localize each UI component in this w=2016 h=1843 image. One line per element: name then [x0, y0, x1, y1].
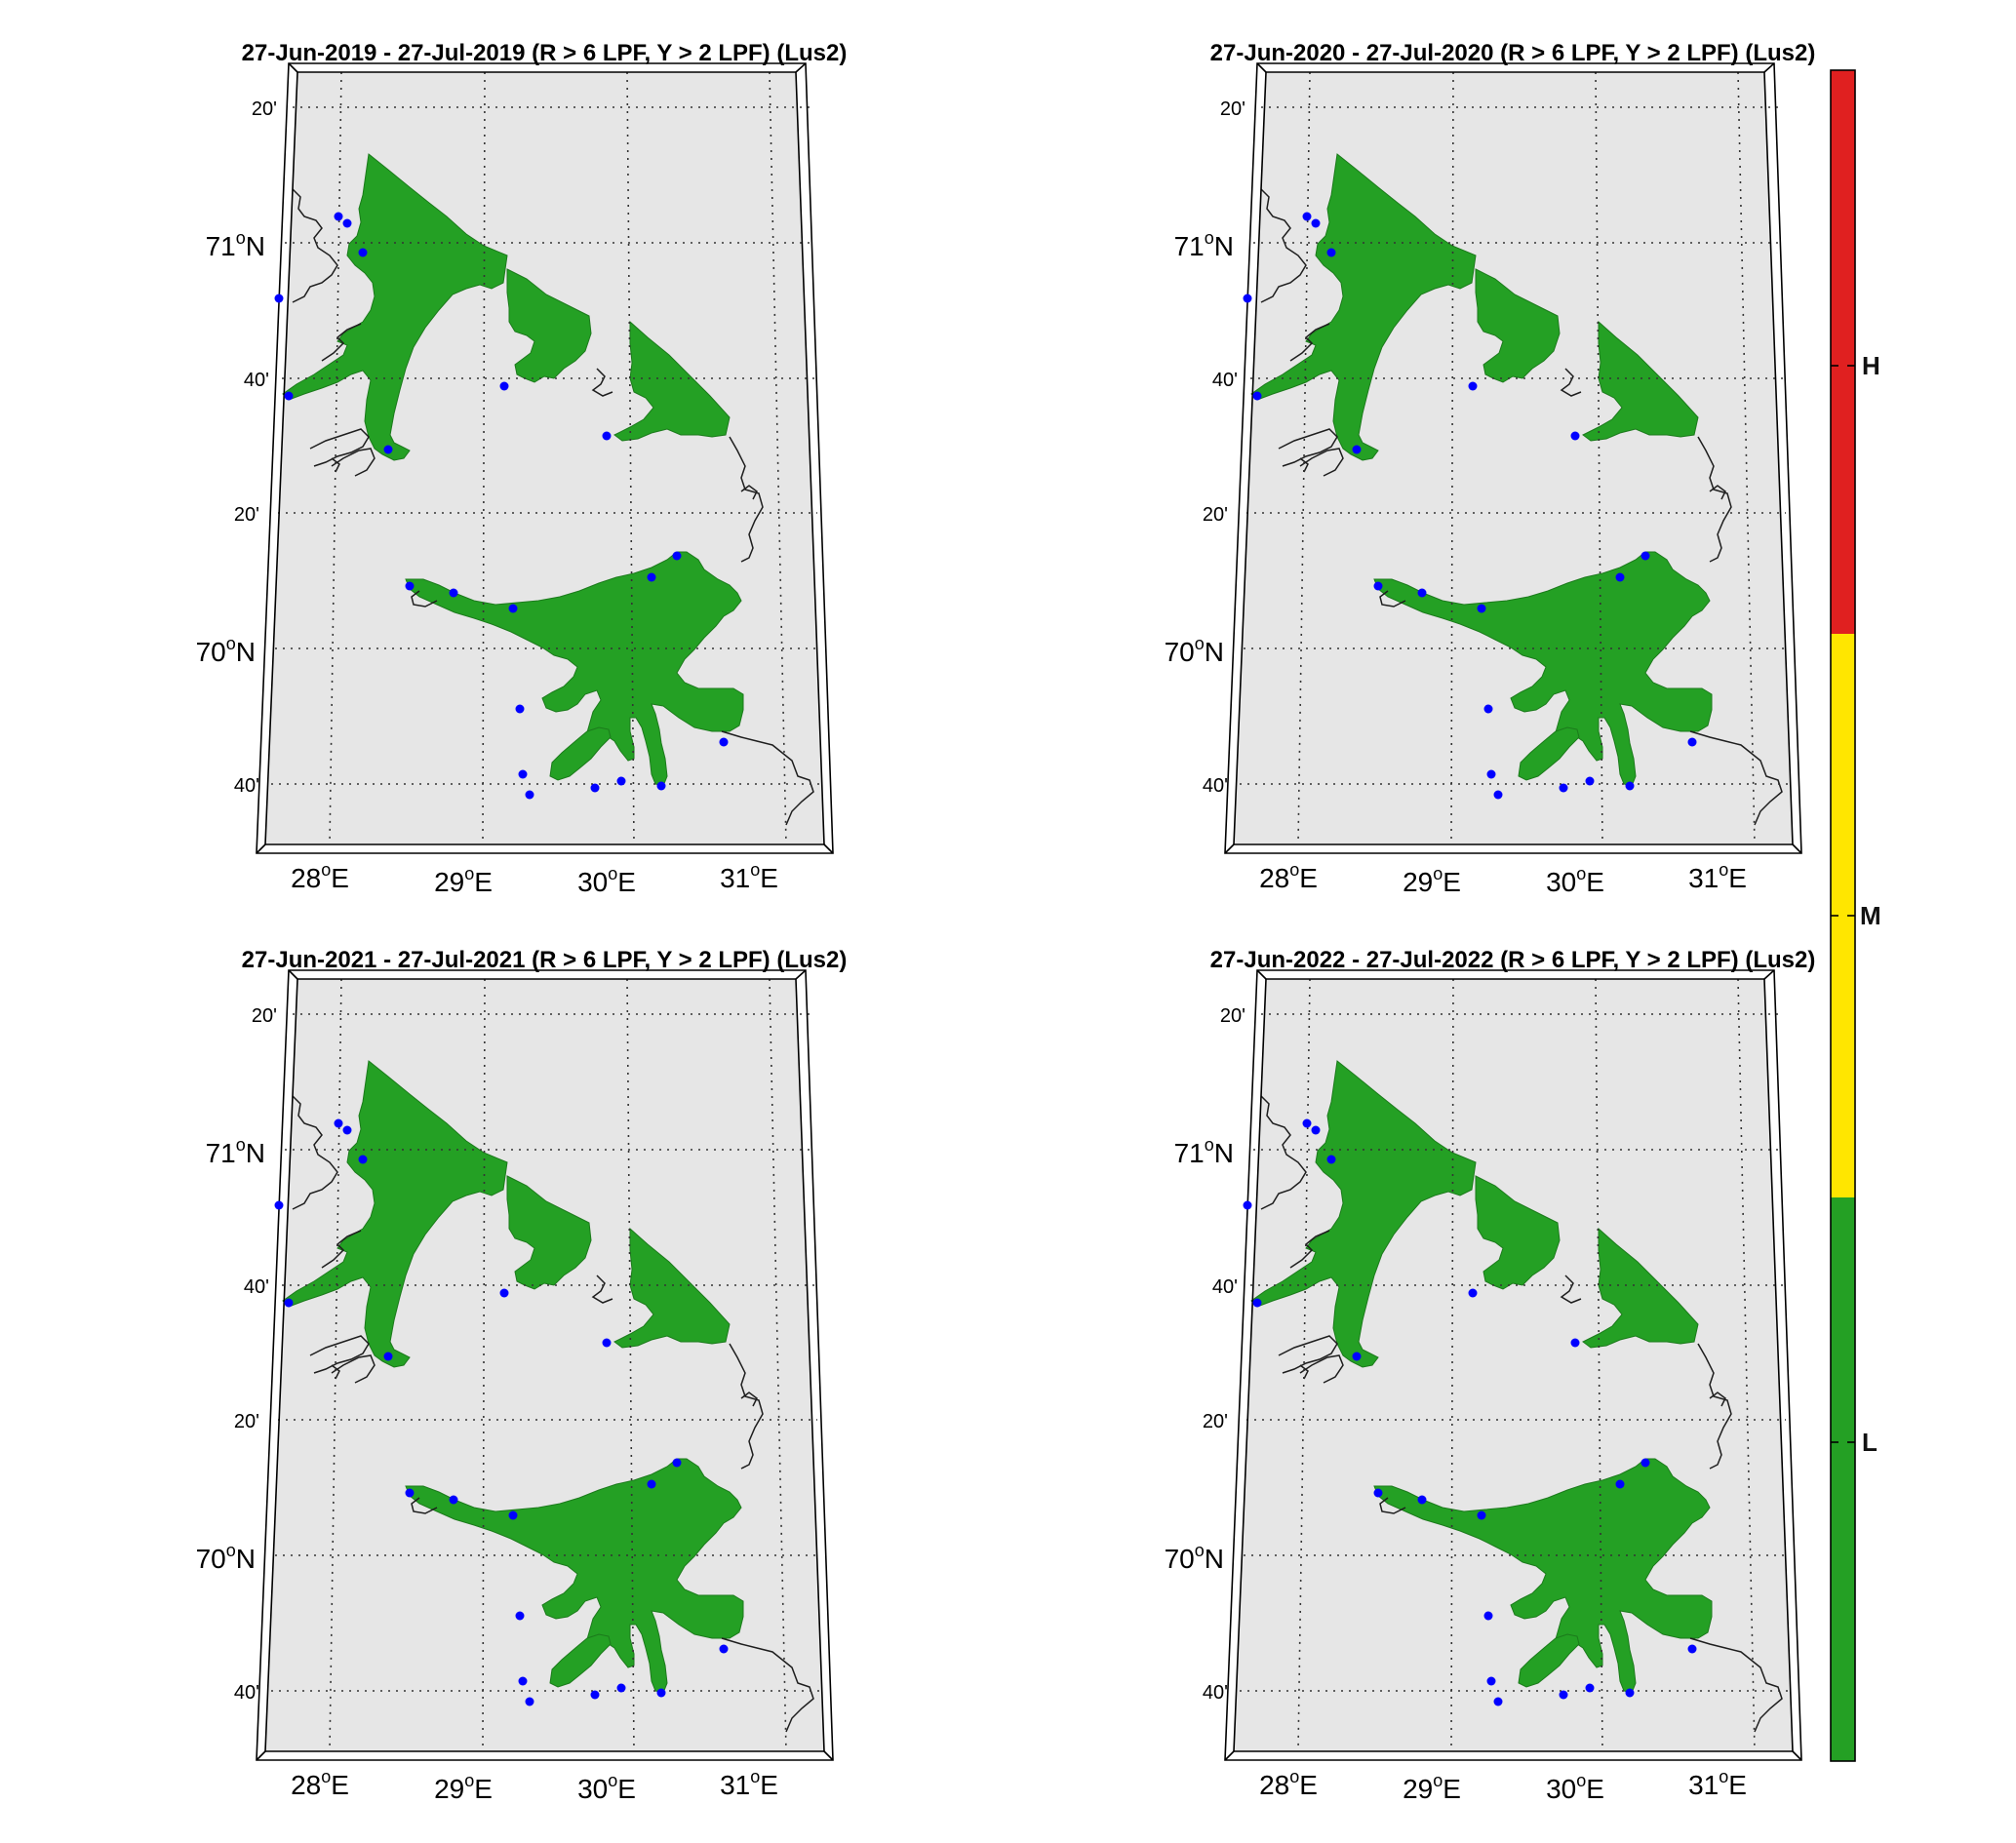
colorbar-label-M: M	[1860, 901, 1881, 930]
lon-tick-label: 29oE	[1403, 864, 1461, 897]
map-panel-2019: 27-Jun-2019 - 27-Jul-2019 (R > 6 LPF, Y …	[196, 40, 848, 897]
lon-tick-label: 28oE	[1259, 1767, 1318, 1800]
lon-tick-label: 31oE	[1688, 860, 1747, 893]
lat-tick-label: 70oN	[196, 1541, 256, 1574]
lon-tick-label: 31oE	[720, 860, 778, 893]
map-frame	[256, 969, 834, 1761]
panel-title: 27-Jun-2021 - 27-Jul-2021 (R > 6 LPF, Y …	[242, 947, 848, 973]
colorbar: H M L	[1830, 69, 1881, 1762]
map-frame	[1224, 969, 1802, 1761]
latitude-labels: 20' 71oN 40' 20' 70oN 40'	[196, 98, 277, 797]
lat-tick-label: 20'	[1220, 1005, 1245, 1027]
longitude-labels: 28oE 29oE 30oE 31oE	[291, 860, 778, 897]
lon-tick-label: 28oE	[291, 860, 349, 893]
lat-tick-label: 40'	[1212, 370, 1238, 391]
latitude-labels: 20' 71oN 40' 20' 70oN 40'	[1165, 1005, 1245, 1704]
lon-tick-label: 31oE	[1688, 1767, 1747, 1800]
longitude-labels: 28oE 29oE 30oE 31oE	[291, 1767, 778, 1804]
lon-tick-label: 30oE	[1546, 864, 1604, 897]
lon-tick-label: 30oE	[577, 1771, 636, 1804]
lon-tick-label: 28oE	[1259, 860, 1318, 893]
colorbar-segment-L	[1831, 1197, 1855, 1761]
lat-tick-label: 40'	[1203, 1682, 1228, 1704]
lat-tick-label: 40'	[244, 370, 269, 391]
lat-tick-label: 20'	[252, 1005, 277, 1027]
lat-tick-label: 70oN	[1165, 634, 1224, 667]
lon-tick-label: 29oE	[1403, 1771, 1461, 1804]
lon-tick-label: 29oE	[434, 864, 493, 897]
lat-tick-label: 20'	[234, 1411, 259, 1432]
lat-tick-label: 70oN	[196, 634, 256, 667]
panel-title: 27-Jun-2022 - 27-Jul-2022 (R > 6 LPF, Y …	[1210, 947, 1816, 973]
colorbar-label-L: L	[1862, 1428, 1878, 1457]
latitude-labels: 20' 71oN 40' 20' 70oN 40'	[196, 1005, 277, 1704]
lat-tick-label: 20'	[1220, 98, 1245, 120]
colorbar-label-H: H	[1862, 351, 1880, 380]
lat-tick-label: 71oN	[1174, 228, 1234, 261]
lat-tick-label: 40'	[234, 775, 259, 797]
lat-tick-label: 20'	[234, 504, 259, 526]
lat-tick-label: 40'	[1203, 775, 1228, 797]
lat-tick-label: 40'	[244, 1276, 269, 1298]
panel-title: 27-Jun-2020 - 27-Jul-2020 (R > 6 LPF, Y …	[1210, 40, 1816, 66]
map-frame	[256, 62, 834, 854]
lat-tick-label: 71oN	[206, 1135, 265, 1168]
lat-tick-label: 20'	[1203, 1411, 1228, 1432]
map-frame	[1224, 62, 1802, 854]
lon-tick-label: 28oE	[291, 1767, 349, 1800]
lat-tick-label: 20'	[1203, 504, 1228, 526]
lon-tick-label: 30oE	[577, 864, 636, 897]
latitude-labels: 20' 71oN 40' 20' 70oN 40'	[1165, 98, 1245, 797]
lat-tick-label: 40'	[234, 1682, 259, 1704]
lat-tick-label: 40'	[1212, 1276, 1238, 1298]
lat-tick-label: 70oN	[1165, 1541, 1224, 1574]
longitude-labels: 28oE 29oE 30oE 31oE	[1259, 1767, 1747, 1804]
lon-tick-label: 29oE	[434, 1771, 493, 1804]
lat-tick-label: 71oN	[1174, 1135, 1234, 1168]
lat-tick-label: 20'	[252, 98, 277, 120]
map-panel-2021: 27-Jun-2021 - 27-Jul-2021 (R > 6 LPF, Y …	[196, 947, 848, 1804]
lon-tick-label: 30oE	[1546, 1771, 1604, 1804]
panel-title: 27-Jun-2019 - 27-Jul-2019 (R > 6 LPF, Y …	[242, 40, 848, 66]
map-panel-2022: 27-Jun-2022 - 27-Jul-2022 (R > 6 LPF, Y …	[1165, 947, 1816, 1804]
map-panel-2020: 27-Jun-2020 - 27-Jul-2020 (R > 6 LPF, Y …	[1165, 40, 1816, 897]
lon-tick-label: 31oE	[720, 1767, 778, 1800]
lat-tick-label: 71oN	[206, 228, 265, 261]
longitude-labels: 28oE 29oE 30oE 31oE	[1259, 860, 1747, 897]
colorbar-segment-H	[1831, 70, 1855, 634]
